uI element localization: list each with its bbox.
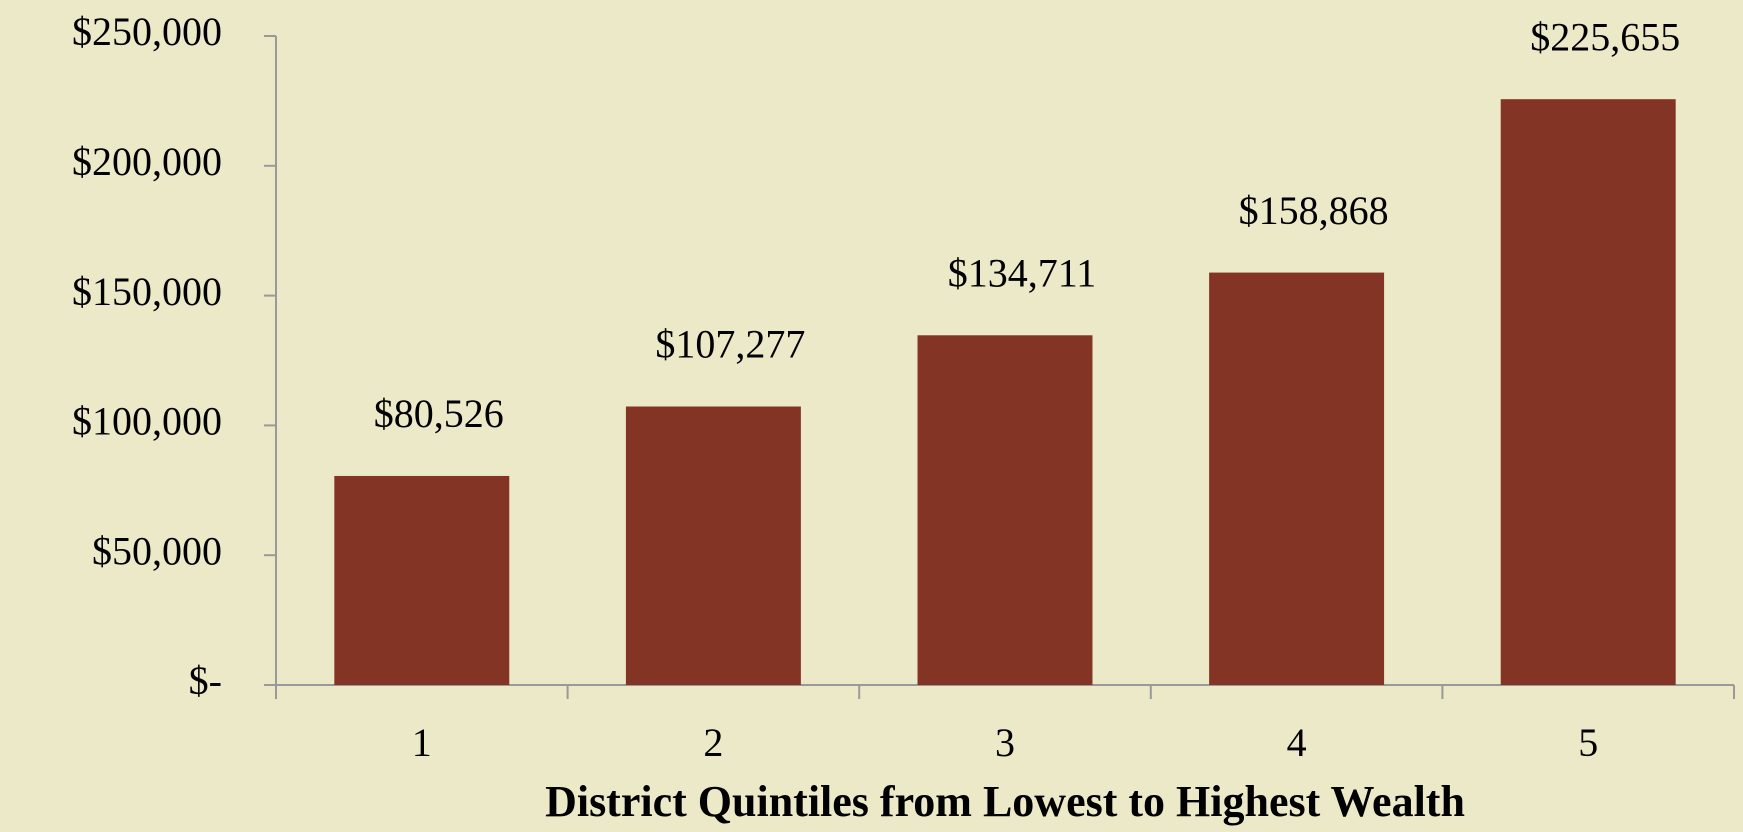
- bar: [334, 475, 510, 685]
- value-label: $225,655: [1530, 14, 1680, 59]
- x-tick-label: 3: [995, 720, 1015, 765]
- y-tick-label: $150,000: [72, 269, 222, 314]
- x-axis-title: District Quintiles from Lowest to Highes…: [545, 777, 1465, 826]
- x-tick-label: 2: [703, 720, 723, 765]
- bar: [625, 406, 801, 685]
- bar: [1500, 99, 1676, 685]
- y-tick-label: $-: [189, 658, 222, 703]
- y-tick-label: $100,000: [72, 399, 222, 444]
- x-tick-label: 4: [1287, 720, 1307, 765]
- y-tick-label: $250,000: [72, 9, 222, 54]
- value-label: $107,277: [655, 322, 805, 367]
- y-tick-label: $50,000: [92, 528, 222, 573]
- value-label: $158,868: [1239, 188, 1389, 233]
- bar: [917, 335, 1093, 685]
- x-tick-label: 1: [412, 720, 432, 765]
- x-tick-label: 5: [1578, 720, 1598, 765]
- y-tick-label: $200,000: [72, 139, 222, 184]
- value-label: $80,526: [374, 391, 504, 436]
- bar: [1209, 272, 1385, 685]
- value-label: $134,711: [948, 250, 1097, 295]
